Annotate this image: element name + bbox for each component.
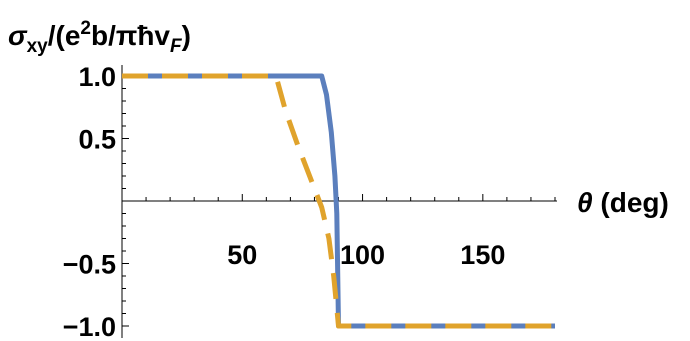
- y-axis-label-sigma: σ: [8, 20, 28, 51]
- y-axis-label-rest3: ): [182, 20, 191, 51]
- x-tick-label: 150: [460, 240, 505, 270]
- y-tick-label: −1.0: [63, 312, 116, 341]
- x-tick-label: 50: [227, 240, 257, 270]
- y-tick-label: 1.0: [78, 62, 116, 92]
- y-axis-label-sup: 2: [80, 18, 91, 39]
- x-axis-label: θ (deg): [577, 187, 669, 218]
- x-axis-label-unit: (deg): [593, 187, 669, 218]
- y-tick-label: 0.5: [78, 125, 116, 155]
- x-tick-label: 100: [340, 240, 385, 270]
- y-axis-label-rest2: b/πħv: [91, 20, 170, 51]
- y-axis-label-sub: xy: [27, 36, 49, 57]
- x-axis-label-theta: θ: [577, 187, 593, 218]
- y-tick-label: −0.5: [63, 250, 116, 280]
- y-axis-label-rest1: /(e: [48, 20, 81, 51]
- y-axis-label: σxy/(e2b/πħvF): [8, 18, 191, 57]
